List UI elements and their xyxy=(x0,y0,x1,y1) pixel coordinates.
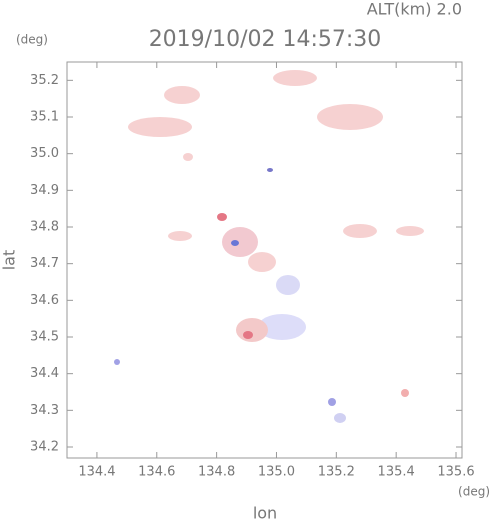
y-tick-label: 34.8 xyxy=(30,220,59,235)
x-unit: (deg) xyxy=(458,485,490,499)
echo-blobs xyxy=(114,70,424,423)
y-tick-label: 35.0 xyxy=(30,146,59,161)
y-unit: (deg) xyxy=(16,33,48,47)
x-tick-label: 135.6 xyxy=(437,465,474,480)
y-tick-label: 34.2 xyxy=(30,440,59,455)
x-tick-label: 135.4 xyxy=(378,465,415,480)
x-tick-label: 135.2 xyxy=(318,465,355,480)
x-tick-label: 134.4 xyxy=(78,465,115,480)
y-tick-label: 35.2 xyxy=(30,73,59,88)
y-tick-label: 34.5 xyxy=(30,330,59,345)
x-axis-label: lon xyxy=(253,504,277,521)
y-tick-label: 34.6 xyxy=(30,293,59,308)
plot-frame xyxy=(66,61,463,459)
subtitle: ALT(km) 2.0 xyxy=(367,0,462,19)
chart-title: 2019/10/02 14:57:30 xyxy=(149,27,382,52)
y-tick-label: 34.3 xyxy=(30,403,59,418)
y-tick-label: 35.1 xyxy=(30,110,59,125)
x-tick-label: 134.8 xyxy=(198,465,235,480)
y-tick-label: 34.4 xyxy=(30,366,59,381)
y-tick-label: 34.7 xyxy=(30,256,59,271)
x-tick-label: 134.6 xyxy=(138,465,175,480)
x-tick-label: 135.0 xyxy=(258,465,295,480)
y-tick-label: 34.9 xyxy=(30,183,59,198)
y-axis-label: lat xyxy=(0,250,19,271)
